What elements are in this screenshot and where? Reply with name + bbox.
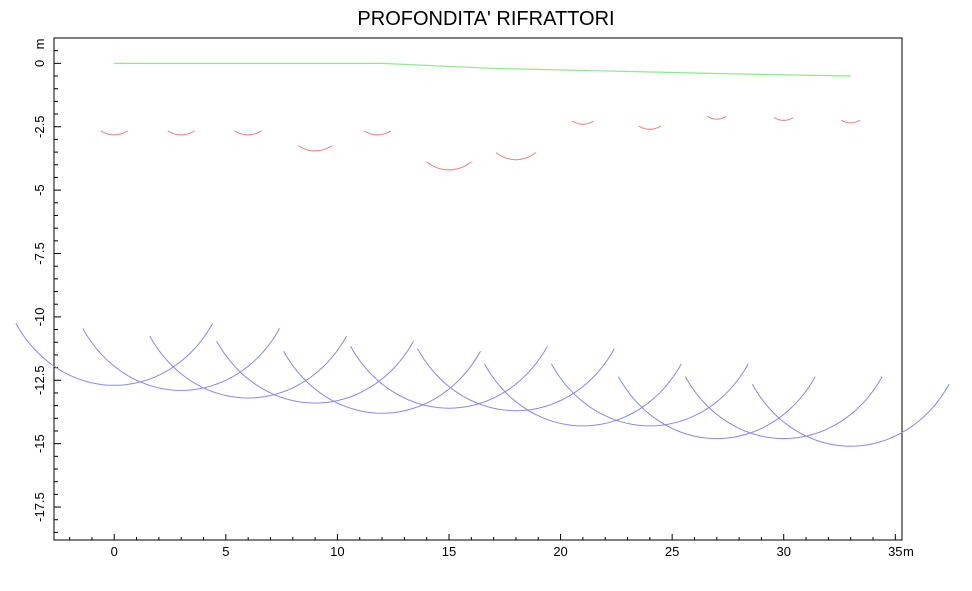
- series-arc-refractor1-9: [706, 115, 727, 120]
- chart-title: PROFONDITA' RIFRATTORI: [357, 8, 615, 30]
- x-tick-label: 5: [222, 544, 229, 559]
- series-arc-refractor2-8: [550, 363, 749, 427]
- series-arc-refractor2-1: [82, 328, 281, 391]
- series-arc-refractor1-11: [840, 119, 861, 124]
- x-tick-label: 10: [330, 544, 344, 559]
- series-arc-refractor2-10: [684, 376, 883, 440]
- y-tick-label: -10: [32, 307, 47, 326]
- series-arc-refractor2-5: [350, 345, 548, 409]
- y-tick-label: -12.5: [32, 365, 47, 395]
- series-line-surface: [114, 62, 851, 77]
- x-axis-unit: m: [903, 544, 914, 559]
- series-arc-refractor1-4: [363, 130, 392, 136]
- y-tick-label: 0: [32, 60, 47, 67]
- x-tick-label: 20: [553, 544, 567, 559]
- series-arc-refractor1-7: [572, 120, 594, 125]
- y-axis-unit: m: [32, 39, 47, 50]
- series-arc-refractor1-8: [638, 125, 662, 130]
- y-tick-label: -2.5: [32, 116, 47, 138]
- series-arc-refractor2-11: [751, 383, 950, 447]
- y-tick-label: -7.5: [32, 242, 47, 264]
- plot-frame: [53, 37, 903, 541]
- series-arc-refractor1-1: [167, 130, 195, 136]
- series-arc-refractor2-0: [15, 323, 214, 386]
- series-arc-refractor1-2: [234, 130, 262, 136]
- y-tick-label: -5: [32, 184, 47, 196]
- series-arc-refractor1-10: [773, 117, 794, 121]
- y-tick-label: -15: [32, 434, 47, 453]
- x-tick-label: 35: [888, 544, 902, 559]
- x-tick-label: 30: [776, 544, 790, 559]
- series-arc-refractor1-6: [495, 152, 537, 161]
- series-arc-refractor1-5: [426, 161, 472, 171]
- x-tick-label: 25: [665, 544, 679, 559]
- series-arc-refractor1-0: [100, 130, 128, 136]
- series-arc-refractor2-6: [417, 348, 615, 412]
- x-tick-label: 0: [111, 544, 118, 559]
- series-arc-refractor2-9: [617, 376, 816, 440]
- series-arc-refractor2-4: [283, 351, 481, 414]
- series-arc-refractor2-7: [484, 363, 682, 427]
- x-tick-label: 15: [442, 544, 456, 559]
- series-arc-refractor1-3: [298, 145, 333, 152]
- series-arc-refractor2-3: [216, 340, 414, 404]
- y-tick-label: -17.5: [32, 492, 47, 522]
- series-arc-refractor2-2: [149, 335, 348, 399]
